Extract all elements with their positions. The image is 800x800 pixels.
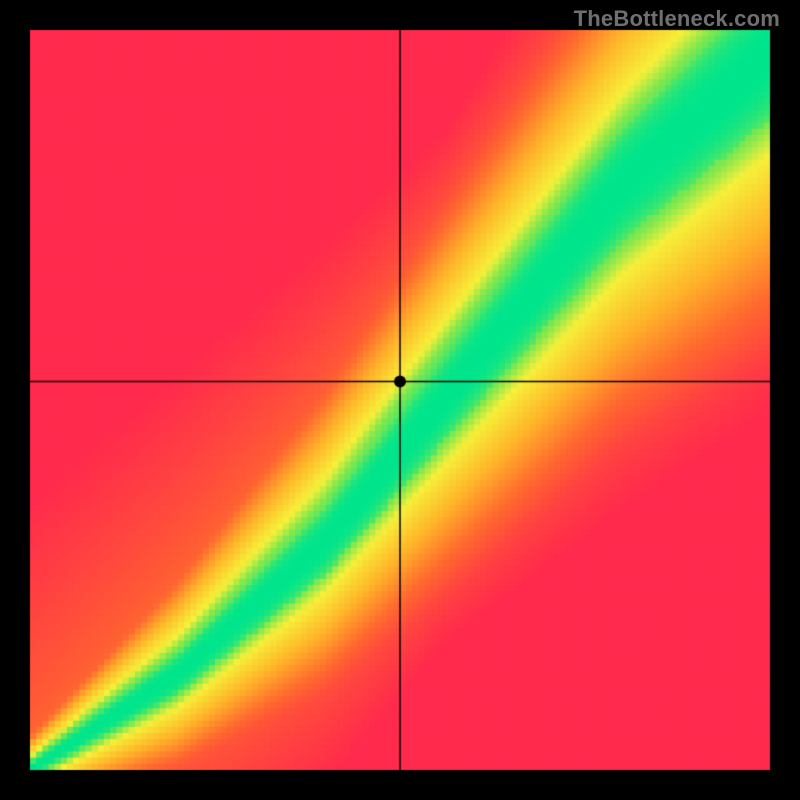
chart-container: TheBottleneck.com — [0, 0, 800, 800]
watermark: TheBottleneck.com — [574, 6, 780, 32]
bottleneck-heatmap — [0, 0, 800, 800]
